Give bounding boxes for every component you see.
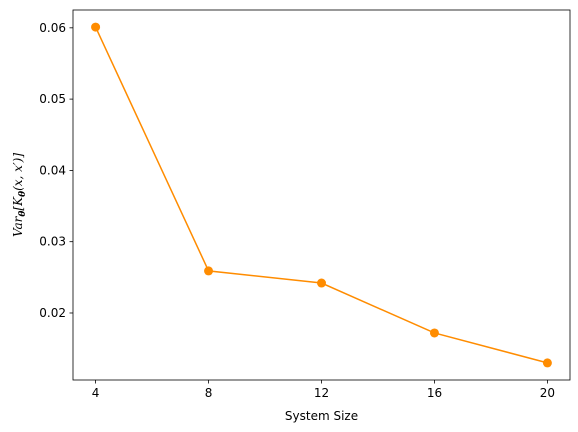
x-tick-label: 8 (205, 386, 213, 400)
data-point (204, 266, 214, 276)
y-tick-label: 0.05 (39, 92, 66, 106)
y-tick-label: 0.02 (39, 306, 66, 320)
x-tick-label: 16 (427, 386, 442, 400)
y-axis-label: Varθ[Kθ(x, x′)] (11, 153, 28, 237)
series-layer (91, 22, 552, 368)
x-tick-label: 20 (540, 386, 555, 400)
data-point (542, 358, 552, 368)
x-axis-ticks: 4 8 12 16 20 (92, 380, 555, 400)
x-tick-label: 4 (92, 386, 100, 400)
svg-text:Varθ[Kθ(x, x′)]: Varθ[Kθ(x, x′)] (11, 153, 28, 237)
data-point (317, 278, 326, 288)
y-tick-label: 0.04 (39, 163, 66, 177)
x-tick-label: 12 (314, 386, 329, 400)
y-tick-label: 0.06 (39, 21, 66, 35)
data-point (91, 22, 101, 32)
data-point (429, 328, 439, 338)
y-tick-label: 0.03 (39, 235, 66, 249)
y-axis-ticks: 0.02 0.03 0.04 0.05 0.06 (39, 21, 73, 320)
plot-area (72, 9, 571, 381)
x-axis-label: System Size (285, 409, 358, 423)
